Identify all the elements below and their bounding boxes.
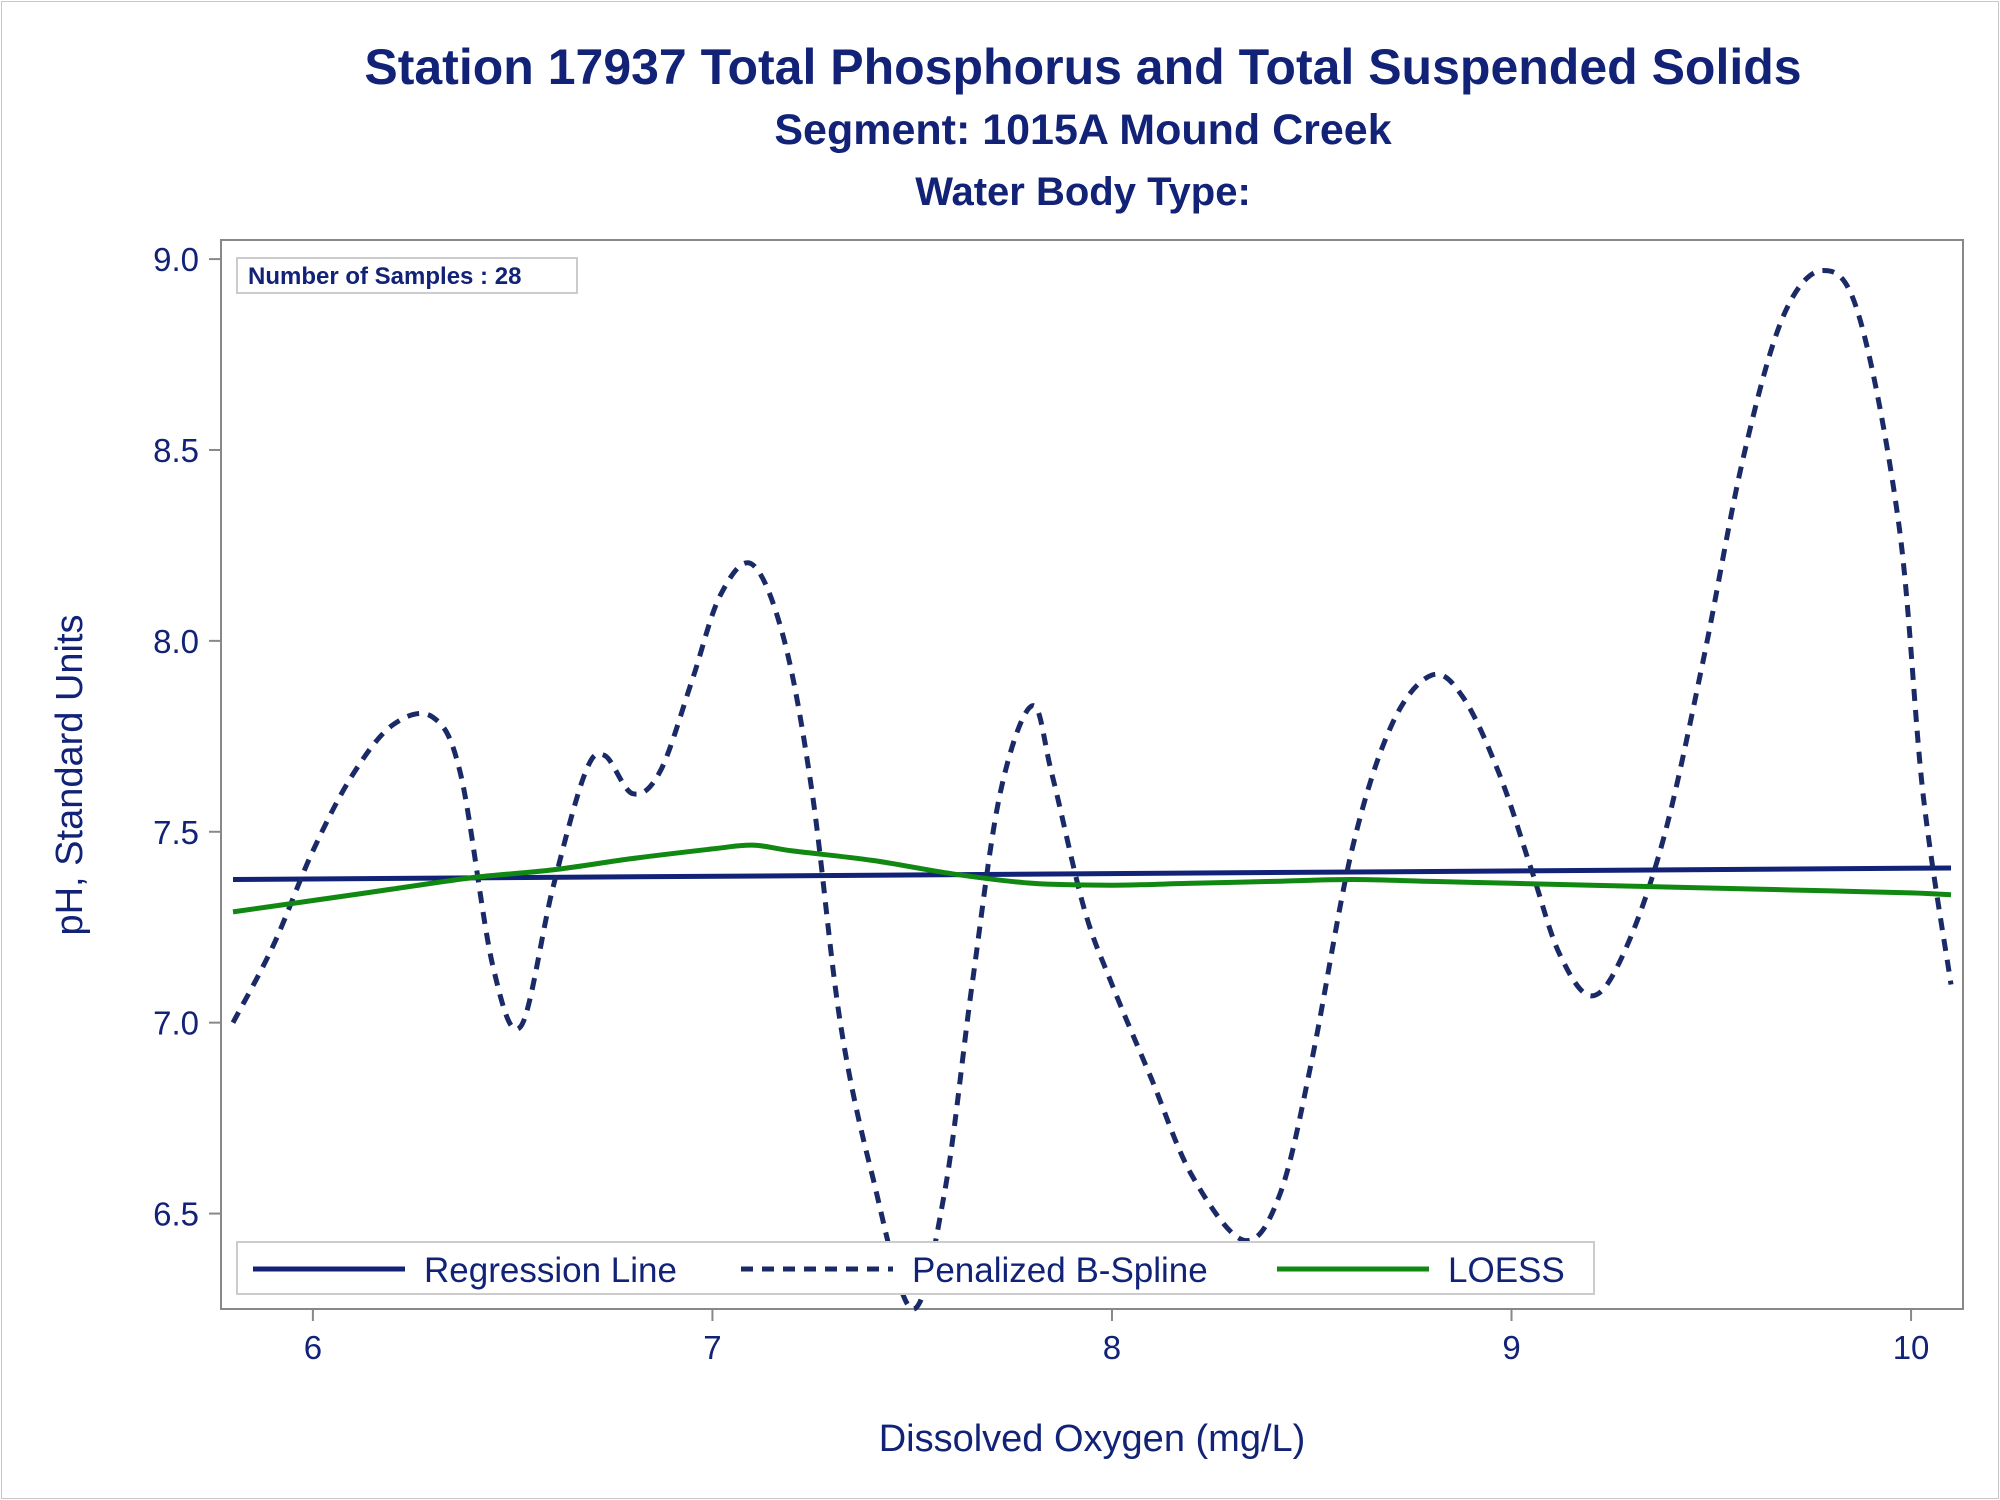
y-tick-label: 8.0: [153, 623, 199, 660]
y-axis-label: pH, Standard Units: [49, 614, 91, 935]
samples-inset-box: [236, 257, 578, 294]
x-tick-label: 7: [703, 1329, 721, 1366]
chart-subtitle-segment: Segment: 1015A Mound Creek: [774, 106, 1392, 154]
series-regression-line: [232, 865, 1952, 882]
legend: Regression Line Penalized B-Spline LOESS: [236, 1241, 1595, 1295]
y-tick-label: 8.5: [153, 432, 199, 469]
y-tick-label: 7.5: [153, 814, 199, 851]
series-group: [230, 268, 1954, 1312]
series-loess-line: [232, 842, 1952, 915]
x-tick-label: 10: [1893, 1329, 1930, 1366]
legend-label-loess: LOESS: [1448, 1251, 1565, 1290]
series-penalized-b-spline: [230, 268, 1954, 1312]
y-tick-label: 6.5: [153, 1196, 199, 1233]
x-tick-label: 6: [304, 1329, 322, 1366]
x-axis-label: Dissolved Oxygen (mg/L): [879, 1418, 1306, 1460]
samples-count-label: Number of Samples : 28: [248, 263, 521, 290]
plot-area-border: [220, 239, 1964, 1310]
legend-label-spline: Penalized B-Spline: [912, 1251, 1208, 1290]
chart-subtitle-water-body: Water Body Type:: [915, 170, 1251, 214]
y-axis: 6.5 7.0 7.5 8.0 8.5 9.0: [153, 241, 221, 1233]
samples-inset: Number of Samples : 28: [236, 257, 578, 294]
chart-title: Station 17937 Total Phosphorus and Total…: [364, 39, 1802, 95]
x-tick-label: 8: [1103, 1329, 1121, 1366]
x-tick-label: 9: [1502, 1329, 1520, 1366]
y-tick-label: 9.0: [153, 241, 199, 278]
legend-label-regression: Regression Line: [424, 1251, 677, 1290]
y-tick-label: 7.0: [153, 1005, 199, 1042]
x-axis: 6 7 8 9 10: [304, 1309, 1930, 1366]
